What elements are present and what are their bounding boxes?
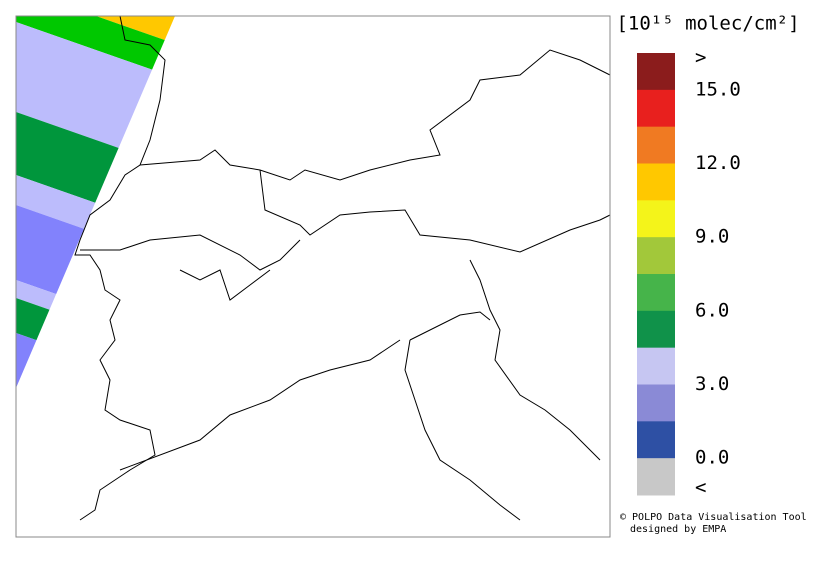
- border: [139, 49, 611, 181]
- colorbar-box: [637, 53, 675, 91]
- colorbar-label: 12.0: [695, 152, 741, 174]
- colorbar-box: [637, 163, 675, 201]
- colorbar-box: [637, 384, 675, 422]
- colorbar-box: [637, 274, 675, 312]
- border: [80, 234, 301, 301]
- border: [74, 15, 166, 521]
- colorbar-label: <: [695, 477, 706, 499]
- map-frame: [15, 15, 611, 538]
- swath-stripe: [16, 333, 175, 388]
- colorbar-label: >: [695, 47, 706, 69]
- border: [119, 339, 401, 471]
- borders: [74, 15, 611, 521]
- colorbar-box: [637, 421, 675, 459]
- credit: © POLPO Data Visualisation Tool: [620, 512, 807, 523]
- colorbar-box: [637, 237, 675, 275]
- swath-stripe: [16, 205, 175, 345]
- colorbar-box: [637, 200, 675, 238]
- colorbar: >15.0 12.0 9.0 6.0 3.0 0.0 <: [637, 47, 741, 499]
- colorbar-box: [637, 310, 675, 349]
- border: [404, 259, 601, 521]
- colorbar-label: 9.0: [695, 226, 729, 248]
- swath-stripe: [16, 16, 175, 87]
- satellite-swath: [16, 16, 175, 388]
- colorbar-box: [637, 458, 675, 496]
- credit: designed by EMPA: [630, 524, 726, 535]
- colorbar-label: 6.0: [695, 299, 729, 321]
- colorbar-label: 0.0: [695, 447, 729, 469]
- colorbar-box: [637, 89, 675, 128]
- colorbar-label: 15.0: [695, 78, 741, 100]
- swath-stripe: [16, 298, 175, 388]
- colorbar-box: [637, 126, 675, 164]
- legend-title: [10¹⁵ molec/cm²]: [616, 13, 799, 35]
- colorbar-label: 3.0: [695, 373, 729, 395]
- border: [259, 169, 611, 253]
- swath-stripe: [16, 16, 175, 53]
- colorbar-box: [637, 347, 675, 385]
